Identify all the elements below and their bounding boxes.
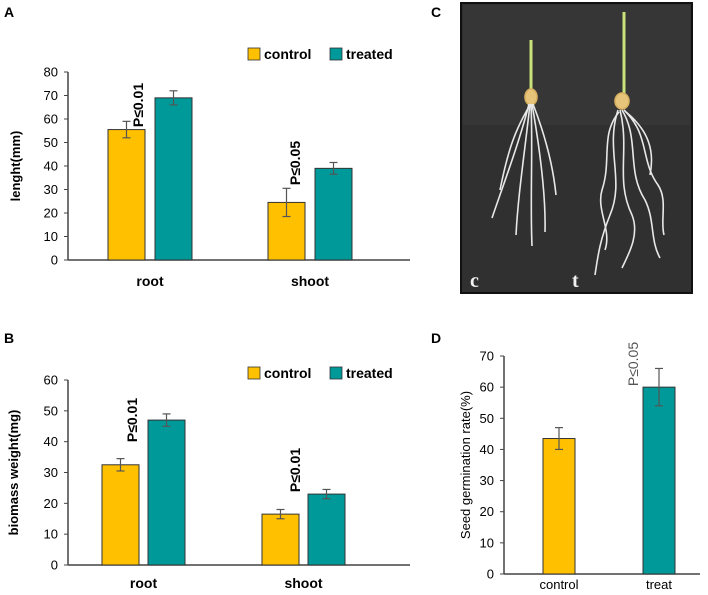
y-tick-label: 30 xyxy=(480,473,494,488)
panel-c-photo: C c t xyxy=(431,2,693,294)
bar-control-control xyxy=(542,438,576,575)
chart-panel-b: B 0 10 20 30 40 50 60 biomass weight(mg) root shoo… xyxy=(4,330,410,591)
bar-treated-root xyxy=(154,97,193,261)
y-tick-label: 0 xyxy=(51,253,58,268)
y-tick-label: 0 xyxy=(487,567,494,582)
legend-swatch-treated xyxy=(329,47,343,61)
panel-label: D xyxy=(431,330,441,346)
seedling-control xyxy=(491,40,557,247)
legend: control treated xyxy=(247,365,393,381)
x-tick-label: root xyxy=(136,273,164,289)
y-tick-label: 50 xyxy=(44,135,58,150)
y-tick-label: 80 xyxy=(44,65,58,80)
x-tick-label: treat xyxy=(646,577,672,592)
legend: control treated xyxy=(247,46,393,62)
bar-treated-shoot xyxy=(307,493,346,566)
legend-swatch-control xyxy=(247,47,261,61)
p-value-annotation: P≤0.01 xyxy=(287,448,303,492)
legend-swatch-treated xyxy=(329,366,343,380)
p-value-annotation: P≤0.01 xyxy=(124,398,140,442)
legend-swatch-control xyxy=(247,366,261,380)
photo-label-treated: t xyxy=(572,270,579,292)
y-tick-label: 10 xyxy=(44,229,58,244)
chart-panel-a: A 0 10 20 30 40 50 60 70 80 lenght(mm) root shoot P≤0… xyxy=(4,4,410,289)
y-tick-label: 0 xyxy=(51,558,58,573)
y-tick-label: 70 xyxy=(480,349,494,364)
panel-label: A xyxy=(4,4,14,20)
bar-treated-shoot xyxy=(314,167,353,261)
y-tick-label: 60 xyxy=(480,380,494,395)
y-tick-label: 20 xyxy=(44,206,58,221)
legend-label-treated: treated xyxy=(346,46,393,62)
y-tick-label: 60 xyxy=(44,112,58,127)
y-tick-label: 10 xyxy=(44,527,58,542)
y-tick-label: 40 xyxy=(44,159,58,174)
panel-label-c: C xyxy=(431,4,441,20)
panel-label: B xyxy=(4,330,14,346)
y-tick-label: 50 xyxy=(480,411,494,426)
x-tick-label: shoot xyxy=(291,273,329,289)
y-tick-label: 60 xyxy=(44,373,58,388)
bar-control-root xyxy=(101,464,140,566)
bar-treat-treat xyxy=(642,386,676,575)
y-tick-label: 70 xyxy=(44,88,58,103)
charts: A 0 10 20 30 40 50 60 70 80 lenght(mm) root shoot P≤0… xyxy=(4,4,700,592)
y-tick-label: 20 xyxy=(44,496,58,511)
y-tick-label: 10 xyxy=(480,535,494,550)
y-tick-label: 30 xyxy=(44,465,58,480)
photo-shade xyxy=(463,5,690,125)
y-tick-label: 40 xyxy=(480,442,494,457)
bar-control-root xyxy=(107,129,146,261)
x-tick-label: control xyxy=(539,577,578,592)
x-tick-label: shoot xyxy=(284,575,322,591)
x-tick-label: root xyxy=(130,575,158,591)
p-value-annotation: P≤0.05 xyxy=(625,342,641,386)
bar-control-shoot xyxy=(261,513,300,566)
y-tick-label: 30 xyxy=(44,182,58,197)
seedling-treated xyxy=(594,12,665,276)
bar-treated-root xyxy=(147,419,186,566)
y-tick-label: 40 xyxy=(44,434,58,449)
y-axis-label: biomass weight(mg) xyxy=(6,410,21,536)
photo-label-control: c xyxy=(470,270,479,292)
p-value-annotation: P≤0.05 xyxy=(287,141,303,185)
legend-label-treated: treated xyxy=(346,365,393,381)
legend-label-control: control xyxy=(264,365,311,381)
y-axis-label: lenght(mm) xyxy=(8,131,23,202)
y-tick-label: 50 xyxy=(44,403,58,418)
y-axis-label: Seed germination rate(%) xyxy=(458,391,473,539)
p-value-annotation: P≤0.01 xyxy=(130,83,146,127)
legend-label-control: control xyxy=(264,46,311,62)
chart-panel-d: D 0 10 20 30 40 50 60 70 Seed germination rate(%)… xyxy=(431,330,700,592)
y-tick-label: 20 xyxy=(480,504,494,519)
